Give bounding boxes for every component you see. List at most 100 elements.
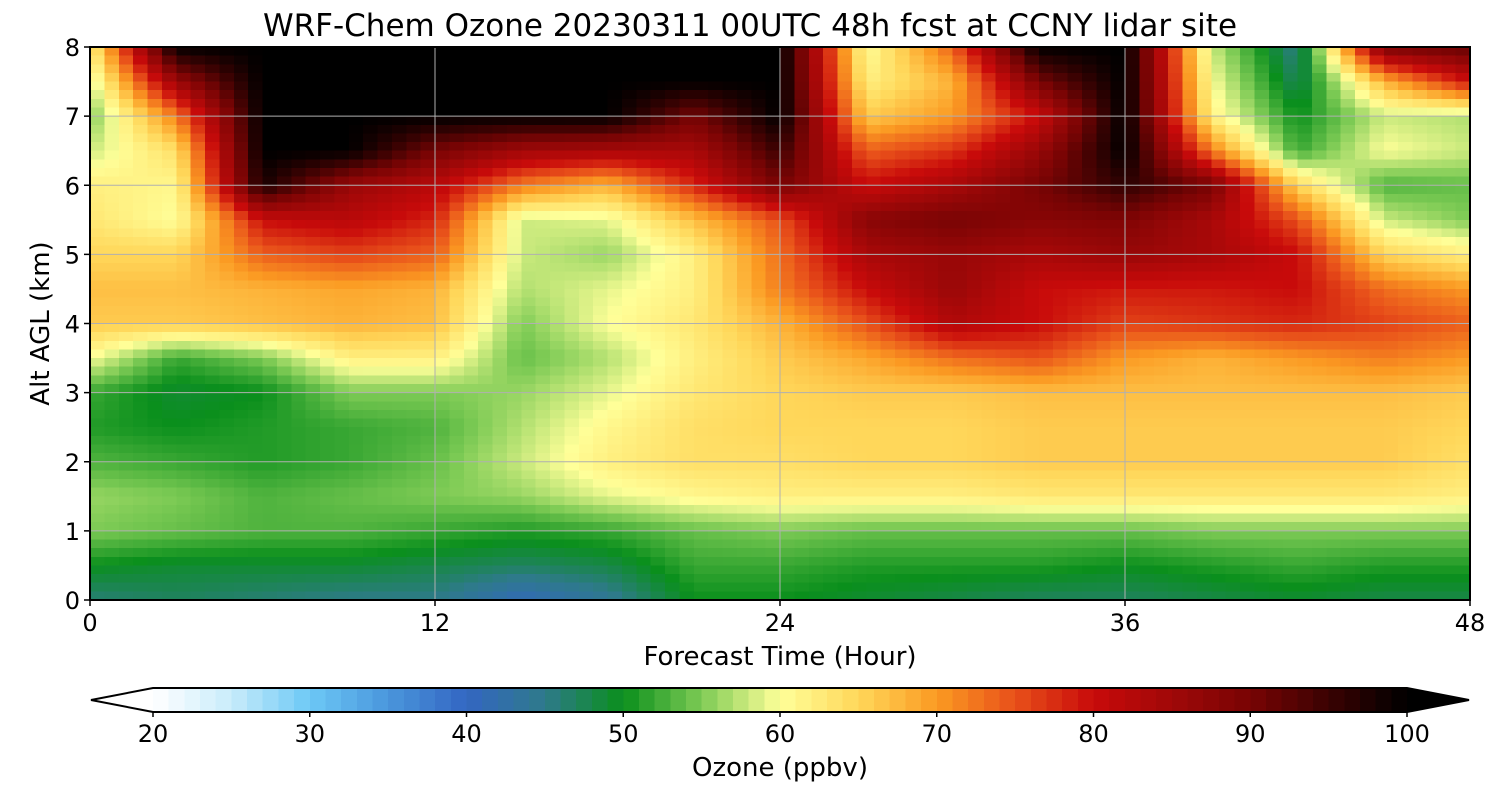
heatmap-cell <box>1369 418 1385 428</box>
heatmap-cell <box>133 280 149 290</box>
heatmap-cell <box>1196 237 1212 247</box>
heatmap-cell <box>420 375 436 385</box>
heatmap-cell <box>176 323 192 333</box>
heatmap-cell <box>391 245 407 255</box>
heatmap-cell <box>636 167 652 178</box>
heatmap-cell <box>535 202 551 212</box>
heatmap-cell <box>535 133 551 143</box>
heatmap-cell <box>161 306 177 316</box>
heatmap-cell <box>1412 245 1428 255</box>
heatmap-cell <box>593 487 609 497</box>
heatmap-cell <box>233 332 249 342</box>
heatmap-cell <box>291 375 307 385</box>
heatmap-cell <box>808 159 824 169</box>
heatmap-cell <box>1110 297 1126 307</box>
heatmap-cell <box>621 90 637 100</box>
heatmap-cell <box>276 358 292 368</box>
heatmap-cell <box>233 159 249 169</box>
heatmap-cell <box>1268 211 1284 221</box>
heatmap-cell <box>1182 340 1198 351</box>
heatmap-cell <box>90 55 105 65</box>
heatmap-cell <box>1412 375 1428 385</box>
heatmap-cell <box>665 375 680 385</box>
heatmap-cell <box>104 409 120 420</box>
heatmap-cell <box>1398 487 1414 497</box>
heatmap-cell <box>650 72 666 83</box>
heatmap-cell <box>377 228 393 238</box>
heatmap-cell <box>276 375 292 385</box>
heatmap-cell <box>1125 72 1140 83</box>
heatmap-cell <box>90 219 105 230</box>
heatmap-cell <box>1240 133 1255 143</box>
heatmap-cell <box>1168 280 1184 290</box>
heatmap-cell <box>506 176 522 186</box>
heatmap-cell <box>1426 159 1442 169</box>
heatmap-cell <box>233 167 249 178</box>
heatmap-cell <box>938 418 954 428</box>
heatmap-cell <box>808 98 824 109</box>
heatmap-cell <box>1283 64 1299 74</box>
heatmap-cell <box>708 159 724 169</box>
heatmap-cell <box>1283 271 1299 281</box>
heatmap-cell <box>363 280 379 290</box>
heatmap-cell <box>1139 297 1155 307</box>
heatmap-cell <box>722 47 738 57</box>
heatmap-cell <box>435 98 450 109</box>
heatmap-cell <box>550 228 565 238</box>
heatmap-cell <box>780 193 795 204</box>
heatmap-cell <box>363 332 379 342</box>
heatmap-cell <box>1326 55 1342 65</box>
heatmap-cell <box>794 116 810 126</box>
heatmap-cell <box>334 401 350 411</box>
heatmap-cell <box>1182 237 1198 247</box>
heatmap-cell <box>305 150 321 160</box>
heatmap-cell <box>449 47 465 57</box>
heatmap-cell <box>1024 401 1040 411</box>
heatmap-cell <box>808 323 824 333</box>
heatmap-cell <box>1398 409 1414 420</box>
heatmap-cell <box>1139 375 1155 385</box>
heatmap-cell <box>348 98 364 109</box>
heatmap-cell <box>851 401 867 411</box>
heatmap-cell <box>521 90 537 100</box>
heatmap-cell <box>1096 375 1112 385</box>
heatmap-cell <box>406 90 422 100</box>
heatmap-cell <box>952 297 968 307</box>
heatmap-cell <box>880 383 896 394</box>
heatmap-cell <box>391 470 407 480</box>
heatmap-cell <box>751 358 767 368</box>
heatmap-cell <box>1225 167 1241 178</box>
heatmap-cell <box>1096 98 1112 109</box>
heatmap-cell <box>550 107 565 117</box>
heatmap-cell <box>1053 358 1069 368</box>
heatmap-cell <box>895 142 910 152</box>
heatmap-cell <box>794 159 810 169</box>
heatmap-cell <box>334 314 350 325</box>
heatmap-cell <box>650 392 666 402</box>
heatmap-cell <box>650 366 666 376</box>
heatmap-cell <box>564 107 580 117</box>
heatmap-cell <box>607 366 623 376</box>
heatmap-cell <box>751 211 767 221</box>
heatmap-cell <box>1211 159 1227 169</box>
heatmap-cell <box>133 479 149 489</box>
heatmap-cell <box>506 435 522 446</box>
heatmap-cell <box>808 263 824 273</box>
heatmap-cell <box>1168 409 1184 420</box>
heatmap-cell <box>1153 418 1169 428</box>
heatmap-cell <box>751 340 767 351</box>
heatmap-cell <box>348 90 364 100</box>
heatmap-cell <box>1153 167 1169 178</box>
heatmap-cell <box>808 487 824 497</box>
heatmap-cell <box>535 288 551 299</box>
heatmap-cell <box>1240 427 1255 437</box>
heatmap-cell <box>1110 185 1126 195</box>
heatmap-cell <box>147 64 163 74</box>
heatmap-cell <box>348 254 364 264</box>
heatmap-cell <box>1426 55 1442 65</box>
heatmap-cell <box>276 323 292 333</box>
heatmap-cell <box>751 193 767 204</box>
heatmap-cell <box>1139 461 1155 471</box>
heatmap-cell <box>765 435 781 446</box>
heatmap-cell <box>708 64 724 74</box>
